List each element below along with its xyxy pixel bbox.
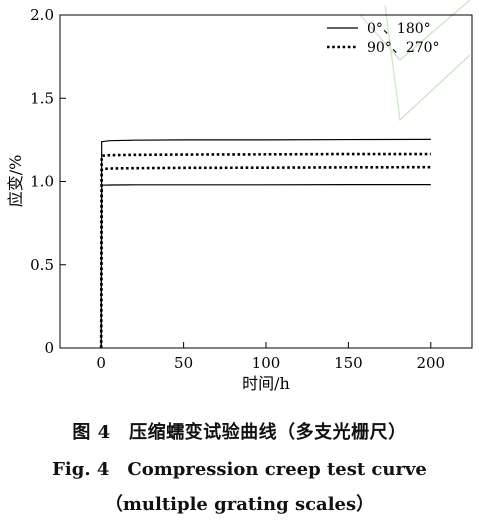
y-tick-label: 0.5 (30, 256, 54, 274)
legend-label-90-270: 90°、270° (367, 40, 440, 56)
figure-caption-chinese: 图 4 压缩蠕变试验曲线（多支光栅尺） (72, 422, 407, 443)
x-tick-label: 200 (416, 354, 445, 372)
series-1-curve-0 (99, 152, 431, 349)
plot-area (99, 138, 431, 349)
figure-caption-english: Fig. 4 Compression creep test curve (52, 459, 427, 480)
creep-chart: 0 50 100 150 200 0 0.5 1.0 1.5 2.0 时间/h 应变/% 0°、… (6, 0, 473, 393)
y-axis-label: 应变/% (6, 155, 25, 208)
y-tick-label: 1.0 (30, 173, 54, 191)
x-tick-label: 0 (96, 354, 106, 372)
x-axis: 0 50 100 150 200 (96, 342, 445, 372)
y-axis: 0 0.5 1.0 1.5 2.0 (30, 6, 66, 357)
x-tick-label: 100 (252, 354, 281, 372)
legend: 0°、180° 90°、270° (327, 21, 440, 56)
x-axis-label: 时间/h (242, 374, 290, 393)
series-0-curve-0 (100, 138, 431, 349)
legend-label-0-180: 0°、180° (367, 21, 431, 37)
y-tick-label: 0 (44, 339, 54, 357)
x-tick-label: 150 (334, 354, 363, 372)
watermark-lines (359, 0, 471, 122)
figure-caption-english-subtitle: （multiple grating scales） (104, 494, 375, 515)
y-tick-label: 1.5 (30, 89, 54, 107)
x-tick-label: 50 (174, 354, 193, 372)
series-0-curve-1 (100, 184, 431, 349)
series-1-curve-1 (99, 165, 431, 349)
y-tick-label: 2.0 (30, 6, 54, 24)
plot-frame (59, 14, 473, 349)
